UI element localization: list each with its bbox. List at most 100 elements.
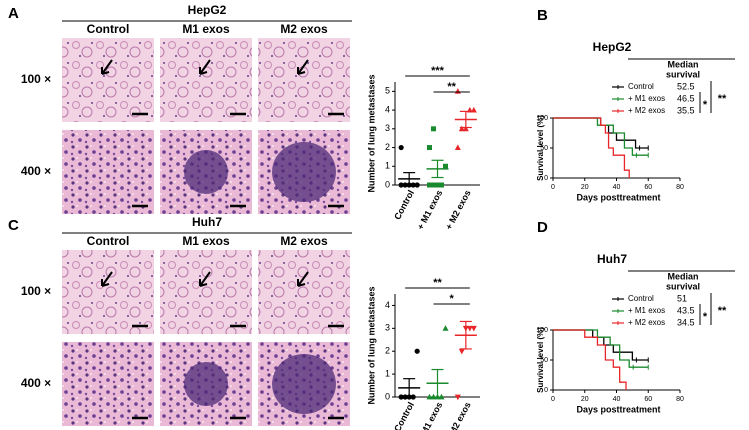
point (458, 125, 465, 132)
y-tick-label: 0 (544, 175, 548, 182)
point (431, 182, 436, 188)
x-tick-label: 0 (551, 396, 555, 403)
row-label: 100 × (21, 72, 51, 86)
micrograph (62, 130, 154, 214)
micrograph (160, 38, 252, 122)
point (426, 393, 433, 400)
point (454, 394, 461, 401)
panel-title: Huh7 (597, 252, 627, 266)
significance-label: ** (447, 81, 456, 93)
y-tick-label: 50 (540, 145, 548, 152)
x-tick-label: 60 (644, 184, 652, 191)
median-value: 34.5 (677, 317, 695, 327)
y-axis-label: Number of lung metastases (366, 286, 376, 404)
column-header: M1 exos (182, 22, 230, 36)
panel-label: C (8, 217, 19, 234)
micrograph (62, 250, 154, 334)
x-tick-label: 40 (613, 396, 621, 403)
y-tick-label: 0 (385, 391, 390, 401)
column-header: Control (87, 234, 130, 248)
panel-label: A (8, 5, 19, 22)
y-tick-label: 4 (385, 300, 390, 310)
arrow (101, 59, 113, 75)
x-tick-label: + M1 exos (415, 400, 444, 430)
point (443, 163, 448, 169)
x-tick-label: + M1 exos (415, 188, 444, 231)
x-tick-label: Control (392, 400, 416, 430)
legend-title: survival (666, 281, 700, 291)
x-tick-label: 80 (676, 396, 684, 403)
median-value: 43.5 (677, 305, 695, 315)
y-tick-label: 1 (385, 368, 390, 378)
significance-label: *** (431, 65, 445, 77)
significance-label: ** (718, 305, 727, 317)
x-tick-label: 20 (581, 184, 589, 191)
survival-curve (553, 329, 649, 361)
x-tick-label: + M2 exos (444, 188, 473, 231)
y-axis-label: Survival level (%) (536, 327, 545, 393)
point (454, 144, 461, 150)
panel-title: HepG2 (593, 40, 632, 54)
significance-label: * (450, 293, 455, 305)
y-tick-label: 100 (536, 327, 548, 334)
point (435, 182, 440, 188)
legend-label: + M1 exos (628, 94, 665, 103)
point (398, 394, 404, 400)
y-tick-label: 2 (385, 346, 390, 356)
point (431, 126, 436, 132)
point (439, 182, 444, 188)
y-tick-label: 1 (385, 161, 390, 171)
legend-label: + M2 exos (628, 106, 665, 115)
survival-curve (553, 117, 630, 178)
arrow (297, 271, 309, 287)
x-tick-label: + M2 exos (444, 400, 473, 430)
panel-title: HepG2 (188, 3, 227, 17)
point (470, 325, 477, 332)
y-tick-label: 3 (385, 123, 390, 133)
panel-label: D (537, 219, 548, 236)
y-tick-label: 0 (385, 179, 390, 189)
legend-label: Control (628, 294, 654, 303)
column-header: Control (87, 22, 130, 36)
significance-label: * (703, 99, 708, 111)
y-tick-label: 0 (544, 387, 548, 394)
arrow (297, 59, 309, 75)
x-tick-label: 40 (613, 184, 621, 191)
legend-label: Control (628, 82, 654, 91)
y-tick-label: 100 (536, 115, 548, 122)
x-tick-label: Control (392, 188, 416, 221)
tumor-nodule (184, 362, 228, 406)
y-axis-label: Number of lung metastases (366, 74, 376, 192)
point (458, 348, 465, 355)
y-tick-label: 5 (385, 86, 390, 96)
survival-curve (553, 117, 649, 156)
point (398, 182, 404, 188)
arrow (199, 59, 211, 75)
point (427, 182, 432, 188)
y-axis-label: Survival level (%) (536, 115, 545, 181)
y-tick-label: 3 (385, 323, 390, 333)
significance-label: ** (718, 93, 727, 105)
point (414, 182, 420, 188)
row-label: 400 × (21, 376, 51, 390)
row-label: 100 × (21, 284, 51, 298)
significance-label: ** (433, 277, 442, 289)
micrograph (160, 250, 252, 334)
median-value: 52.5 (677, 81, 695, 91)
x-tick-label: 80 (676, 184, 684, 191)
column-header: M1 exos (182, 234, 230, 248)
panel-title: Huh7 (192, 215, 222, 229)
significance-label: * (703, 311, 708, 323)
x-axis-label: Days posttreatment (576, 404, 660, 414)
legend-label: + M2 exos (628, 318, 665, 327)
legend-label: + M1 exos (628, 306, 665, 315)
median-value: 46.5 (677, 93, 695, 103)
column-header: M2 exos (280, 234, 328, 248)
arrow (101, 271, 113, 287)
x-tick-label: 0 (551, 184, 555, 191)
point (442, 325, 449, 331)
arrow (199, 271, 211, 287)
x-axis-label: Days posttreatment (576, 192, 660, 202)
